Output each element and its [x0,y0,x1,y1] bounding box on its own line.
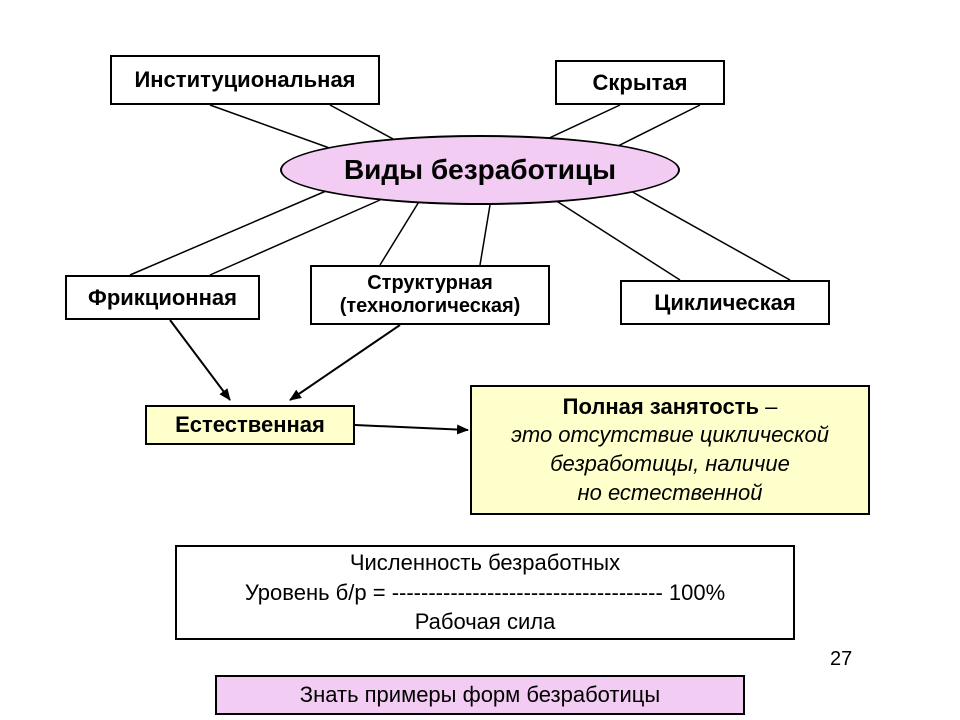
node-hidden: Скрытая [555,60,725,105]
full-employment-box: Полная занятость – это отсутствие циклич… [470,385,870,515]
formula-top: Численность безработных [350,548,620,578]
formula-box: Численность безработных Уровень б/р = --… [175,545,795,640]
node-cyclical-label: Циклическая [654,290,795,316]
full-employment-title: Полная занятость [563,394,759,419]
page-number: 27 [830,648,852,671]
node-hidden-label: Скрытая [593,70,688,96]
node-frictional: Фрикционная [65,275,260,320]
node-structural-label-1: Структурная [367,272,493,295]
full-employment-text: Полная занятость – [563,393,778,422]
formula-bot: Рабочая сила [415,607,556,637]
node-natural-label: Естественная [175,412,325,438]
full-employment-line2: безработицы, наличие [550,450,790,479]
node-structural: Структурная (технологическая) [310,265,550,325]
full-employment-dash: – [759,394,777,419]
center-topic: Виды безработицы [280,135,680,205]
node-frictional-label: Фрикционная [88,285,237,311]
full-employment-line1: это отсутствие циклической [511,421,829,450]
node-natural: Естественная [145,405,355,445]
formula-mid: Уровень б/р = --------------------------… [245,578,725,608]
center-topic-label: Виды безработицы [344,154,616,186]
footer-note-label: Знать примеры форм безработицы [300,682,660,708]
node-structural-label-2: (технологическая) [340,295,521,318]
footer-note: Знать примеры форм безработицы [215,675,745,715]
node-institutional: Институциональная [110,55,380,105]
node-cyclical: Циклическая [620,280,830,325]
full-employment-line3: но естественной [577,479,762,508]
node-institutional-label: Институциональная [134,67,355,93]
